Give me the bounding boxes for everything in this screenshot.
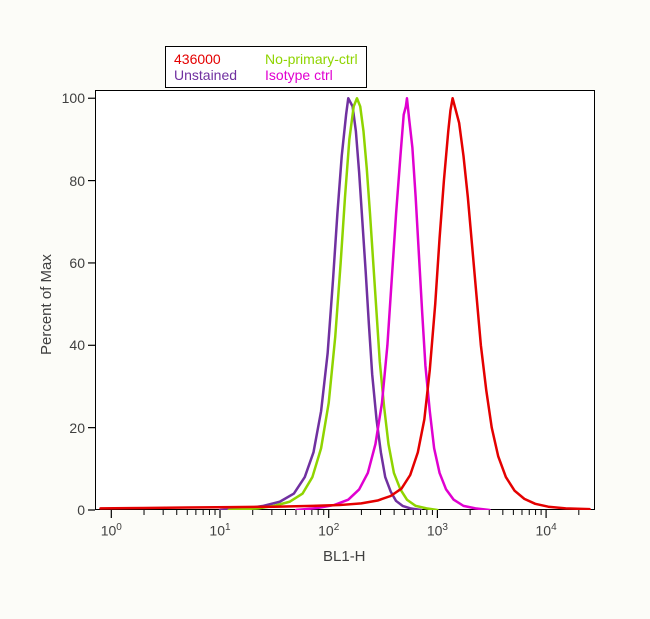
series-436000: [100, 98, 589, 509]
x-tick-label: 104: [536, 522, 557, 539]
legend-item: 436000: [174, 51, 237, 67]
y-tick-label: 40: [59, 337, 85, 353]
y-tick-label: 20: [59, 420, 85, 436]
x-tick-label: 103: [427, 522, 448, 539]
y-tick-label: 0: [59, 502, 85, 518]
legend-item: Unstained: [174, 67, 237, 83]
y-axis-label: Percent of Max: [38, 254, 55, 355]
legend-item: No-primary-ctrl: [265, 51, 358, 67]
legend-item: Isotype ctrl: [265, 67, 358, 83]
y-tick-label: 80: [59, 173, 85, 189]
y-tick-label: 100: [59, 90, 85, 106]
y-tick-label: 60: [59, 255, 85, 271]
x-tick-label: 100: [101, 522, 122, 539]
legend: 436000 No-primary-ctrl Unstained Isotype ct…: [165, 46, 367, 88]
series-no-primary-ctrl: [229, 98, 438, 510]
series-isotype-ctrl: [296, 98, 489, 510]
figure-canvas: 436000 No-primary-ctrl Unstained Isotype ct…: [0, 0, 650, 619]
x-tick-label: 102: [318, 522, 339, 539]
x-axis-label: BL1-H: [323, 548, 366, 565]
x-tick-label: 101: [209, 522, 230, 539]
